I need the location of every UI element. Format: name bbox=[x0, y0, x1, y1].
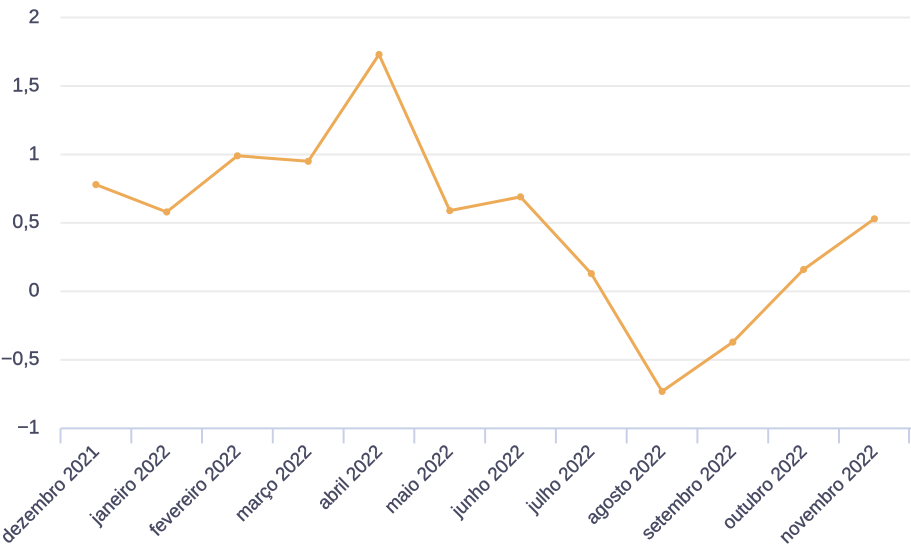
svg-text:abril 2022: abril 2022 bbox=[313, 440, 386, 513]
svg-text:dezembro 2021: dezembro 2021 bbox=[0, 440, 103, 547]
svg-text:1: 1 bbox=[29, 143, 40, 165]
svg-text:1,5: 1,5 bbox=[12, 74, 39, 96]
svg-text:−0,5: −0,5 bbox=[1, 348, 40, 370]
svg-text:março 2022: março 2022 bbox=[231, 440, 316, 525]
svg-text:julho 2022: julho 2022 bbox=[522, 440, 599, 517]
svg-text:0,5: 0,5 bbox=[12, 211, 39, 233]
svg-text:maio 2022: maio 2022 bbox=[380, 440, 457, 517]
svg-text:junho 2022: junho 2022 bbox=[447, 440, 528, 521]
svg-text:0: 0 bbox=[29, 280, 40, 302]
svg-text:2: 2 bbox=[29, 6, 40, 28]
svg-text:−1: −1 bbox=[17, 417, 39, 439]
